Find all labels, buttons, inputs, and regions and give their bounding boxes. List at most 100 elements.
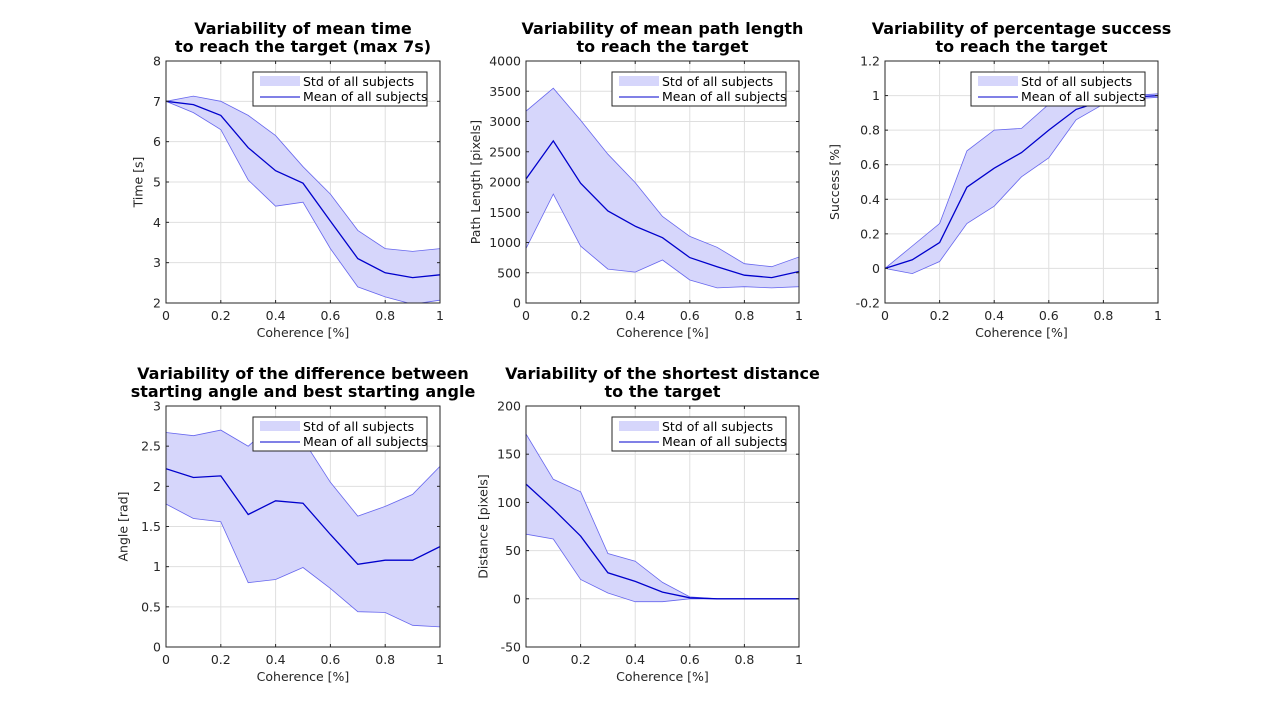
data-layer [526,87,799,289]
subplot-1: 0 0.2 0.4 0.6 0.8 1 2 3 4 5 6 7 8 Coherence [%] Time [… [131,19,444,340]
legend-label-mean: Mean of all subjects [662,89,786,104]
x-tick-label: 0.6 [1039,308,1059,323]
subplot-2: 0 0.2 0.4 0.6 0.8 1 0 500 1000 1500 2000 2500 3000 35… [468,19,803,340]
y-tick-label: 2.5 [141,439,161,454]
y-tick-label: 3 [153,399,161,414]
y-tick-label: 100 [497,495,521,510]
y-tick-label: 2 [153,296,161,311]
legend-label-std: Std of all subjects [303,74,414,89]
y-axis-label: Time [s] [131,157,146,209]
x-tick-label: 0.2 [571,652,591,667]
x-tick-label: 0 [522,308,530,323]
x-tick-label: 0.2 [571,308,591,323]
y-tick-label: 8 [153,54,161,69]
x-tick-label: 1 [795,652,803,667]
x-tick-label: 0.6 [320,652,340,667]
x-tick-label: 0.4 [266,652,286,667]
y-tick-label: 5 [153,175,161,190]
std-band [526,87,799,289]
x-tick-label: 0.2 [211,308,231,323]
y-tick-label: 3 [153,255,161,270]
y-tick-label: 4000 [489,54,521,69]
data-layer [166,95,440,303]
y-tick-label: 50 [505,543,521,558]
y-tick-label: 4 [153,215,161,230]
y-tick-label: 2000 [489,175,521,190]
x-axis-label: Coherence [%] [257,325,350,340]
x-axis-label: Coherence [%] [616,669,709,684]
subplot-4: 0 0.2 0.4 0.6 0.8 1 0 0.5 1 1.5 2 2.5 3 Coherence [%]… [116,364,476,684]
x-axis-label: Coherence [%] [257,669,350,684]
y-tick-label: 3500 [489,84,521,99]
y-axis-label: Success [%] [827,144,842,220]
x-tick-label: 0 [162,652,170,667]
x-tick-label: 1 [1154,308,1162,323]
legend-swatch-std [619,421,659,431]
mean-line [526,483,799,600]
chart-title: to reach the target [577,37,749,56]
y-tick-label: 1 [872,88,880,103]
legend-label-std: Std of all subjects [1021,74,1132,89]
data-layer [526,433,799,603]
x-tick-label: 0.4 [984,308,1004,323]
chart-title: starting angle and best starting angle [131,382,476,401]
chart-title: Variability of mean path length [522,19,804,38]
y-tick-label: 1.2 [860,54,880,69]
mean-line [526,139,799,279]
y-tick-label: 0 [513,296,521,311]
legend-label-mean: Mean of all subjects [303,89,427,104]
y-tick-label: 7 [153,94,161,109]
legend-label-mean: Mean of all subjects [1021,89,1145,104]
y-tick-label: 6 [153,134,161,149]
x-tick-label: 1 [795,308,803,323]
y-tick-label: 0.6 [860,157,880,172]
mean-line [166,100,440,279]
x-tick-label: 0.6 [680,652,700,667]
legend-swatch-std [260,421,300,431]
subplot-3: 0 0.2 0.4 0.6 0.8 1-0.200.20.40.60.811.2Coher… [827,19,1171,340]
y-tick-label: -50 [501,640,521,655]
axes-frame [525,405,800,648]
y-tick-label: 0.5 [141,599,161,614]
y-axis-label: Angle [rad] [116,491,131,561]
legend-label-std: Std of all subjects [303,419,414,434]
legend-label-std: Std of all subjects [662,419,773,434]
y-tick-label: -0.2 [856,296,880,311]
y-tick-label: 1.5 [141,519,161,534]
x-tick-label: 0.8 [375,308,395,323]
x-axis-label: Coherence [%] [616,325,709,340]
x-tick-label: 0 [881,308,889,323]
chart-title: to the target [605,382,721,401]
mean-line [166,468,440,565]
chart-title: to reach the target (max 7s) [175,37,431,56]
chart-title: to reach the target [936,37,1108,56]
x-tick-label: 0.4 [625,308,645,323]
y-tick-label: 0.4 [860,192,880,207]
chart-title: Variability of the shortest distance [505,364,820,383]
y-tick-label: 1500 [489,205,521,220]
x-tick-label: 0.4 [266,308,286,323]
chart-title: Variability of the difference between [137,364,469,383]
y-tick-label: 200 [497,399,521,414]
y-tick-label: 0 [153,640,161,655]
legend-swatch-std [260,76,300,86]
y-tick-label: 1000 [489,235,521,250]
x-tick-label: 0.4 [625,652,645,667]
y-axis-label: Distance [pixels] [476,474,491,578]
y-tick-label: 1 [153,559,161,574]
legend-swatch-std [619,76,659,86]
chart-title: Variability of mean time [194,19,412,38]
std-band [885,93,1158,275]
chart-title: Variability of percentage success [872,19,1172,38]
std-band [166,95,440,303]
x-tick-label: 0.8 [375,652,395,667]
y-tick-label: 0.2 [860,226,880,241]
y-tick-label: 500 [497,265,521,280]
x-tick-label: 1 [436,652,444,667]
x-tick-label: 0.2 [211,652,231,667]
